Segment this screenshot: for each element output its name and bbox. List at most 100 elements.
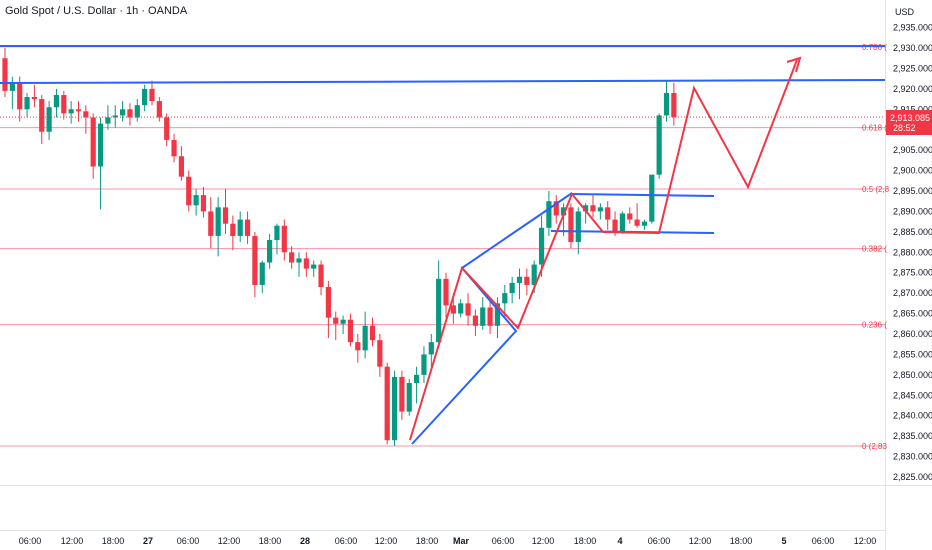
time-axis[interactable]: 06:00 12:00 18:00 27 06:00 12:00 18:00 28 06:00 1… [19, 536, 877, 546]
candle-body [561, 207, 567, 216]
candle-body [333, 317, 339, 324]
candle-body [671, 92, 677, 118]
candle-body [149, 88, 155, 102]
price-tick-label: 2,865.000 [893, 309, 932, 319]
candle-body [164, 117, 170, 140]
price-tick-label: 2,900.000 [893, 166, 932, 176]
price-tick-label: 2,860.000 [893, 329, 932, 339]
price-tick-label: 2,880.000 [893, 247, 932, 257]
candle-body [259, 262, 265, 285]
time-tick-label: 18:00 [102, 536, 125, 546]
candle-body [347, 319, 354, 343]
candle-body [472, 315, 478, 326]
candle-body [583, 205, 589, 212]
candle-body [112, 115, 118, 118]
price-tick-label: 2,835.000 [893, 431, 932, 441]
candle-body [546, 201, 552, 228]
last-price-badge: 2,913.085 28:52 [886, 110, 932, 135]
price-tick-label: 2,925.000 [893, 63, 932, 73]
fibonacci-retracement[interactable]: 0.786 (0.618 (0.5 (2,8 0.382 (0.236 (0 (2… [0, 43, 890, 451]
price-tick-label: 2,875.000 [893, 268, 932, 278]
candle-body [575, 211, 581, 243]
candle-body [362, 325, 368, 351]
time-tick-label: 06:00 [492, 536, 515, 546]
candle-body [193, 195, 199, 206]
price-tick-label: 2,895.000 [893, 186, 932, 196]
time-tick-label: 4 [617, 536, 622, 546]
candle-body [274, 225, 280, 241]
time-tick-label: 06:00 [812, 536, 835, 546]
candle-body [414, 374, 420, 384]
trend-drawings[interactable] [0, 45, 886, 445]
candle-body [83, 111, 89, 118]
trend-triangle[interactable] [411, 192, 573, 445]
candle-body [377, 340, 383, 367]
price-tick-label: 2,885.000 [893, 227, 932, 237]
price-badge-countdown: 28:52 [893, 123, 916, 133]
candle-body [340, 319, 346, 324]
price-axis[interactable]: 2,935.000 2,930.000 2,925.000 2,920.000 2,91… [893, 23, 932, 482]
candle-body [120, 109, 126, 116]
candle-body [24, 97, 30, 110]
candle-body [590, 205, 596, 212]
candle-body [53, 94, 60, 108]
candle-body [656, 115, 662, 175]
candle-body [450, 305, 456, 314]
candle-body [127, 109, 133, 118]
projection-path[interactable] [409, 59, 798, 441]
price-badge-box [886, 110, 932, 135]
candle-body [68, 109, 74, 114]
candle-body [516, 276, 523, 283]
candle-body [619, 213, 625, 232]
candle-body [46, 107, 52, 132]
price-tick-label: 2,825.000 [893, 472, 932, 482]
time-tick-label: 12:00 [218, 536, 241, 546]
candle-body [553, 201, 559, 216]
candle-body [634, 219, 640, 226]
time-tick-label: 12:00 [532, 536, 555, 546]
price-tick-label: 2,930.000 [893, 43, 932, 53]
resistance-line[interactable] [0, 79, 886, 84]
candle-body [627, 213, 633, 220]
candle-body [355, 342, 361, 351]
candle-body [252, 235, 258, 285]
candle-body [303, 258, 309, 269]
price-tick-label: 2,830.000 [893, 452, 932, 462]
candle-body [222, 207, 229, 224]
candle-body [105, 117, 111, 124]
candle-body [494, 303, 501, 326]
fib-level-label: 0.5 (2,8 [862, 185, 890, 194]
fib-level-label: 0 (2,83 [862, 442, 887, 451]
fib-level-label: 0.618 ( [862, 124, 887, 133]
candle-body [487, 307, 493, 326]
time-tick-label: 5 [781, 536, 786, 546]
candle-body [97, 123, 104, 167]
candle-body [369, 325, 376, 341]
time-tick-label: 28 [300, 536, 310, 546]
time-tick-label: 06:00 [19, 536, 42, 546]
candle-body [61, 94, 67, 114]
candle-body [509, 282, 515, 294]
candle-body [90, 117, 96, 167]
time-tick-label: 06:00 [177, 536, 200, 546]
candle-body [171, 139, 177, 157]
time-tick-label: 12:00 [375, 536, 398, 546]
price-tick-label: 2,935.000 [893, 23, 932, 33]
price-tick-label: 2,890.000 [893, 206, 932, 216]
candle-body [325, 287, 331, 318]
candle-body [428, 342, 434, 355]
candle-body [663, 92, 670, 116]
time-tick-label: 06:00 [648, 536, 671, 546]
price-tick-label: 2,920.000 [893, 84, 932, 94]
candle-body [524, 276, 530, 285]
candle-body [17, 82, 23, 110]
range-top-line[interactable] [571, 193, 715, 197]
currency-label: USD [895, 7, 915, 17]
price-tick-label: 2,915.000 [893, 104, 932, 114]
candle-body [9, 82, 15, 91]
candle-body [465, 303, 471, 316]
candle-body [458, 303, 464, 314]
candle-body [244, 219, 251, 236]
time-tick-label: 12:00 [689, 536, 712, 546]
